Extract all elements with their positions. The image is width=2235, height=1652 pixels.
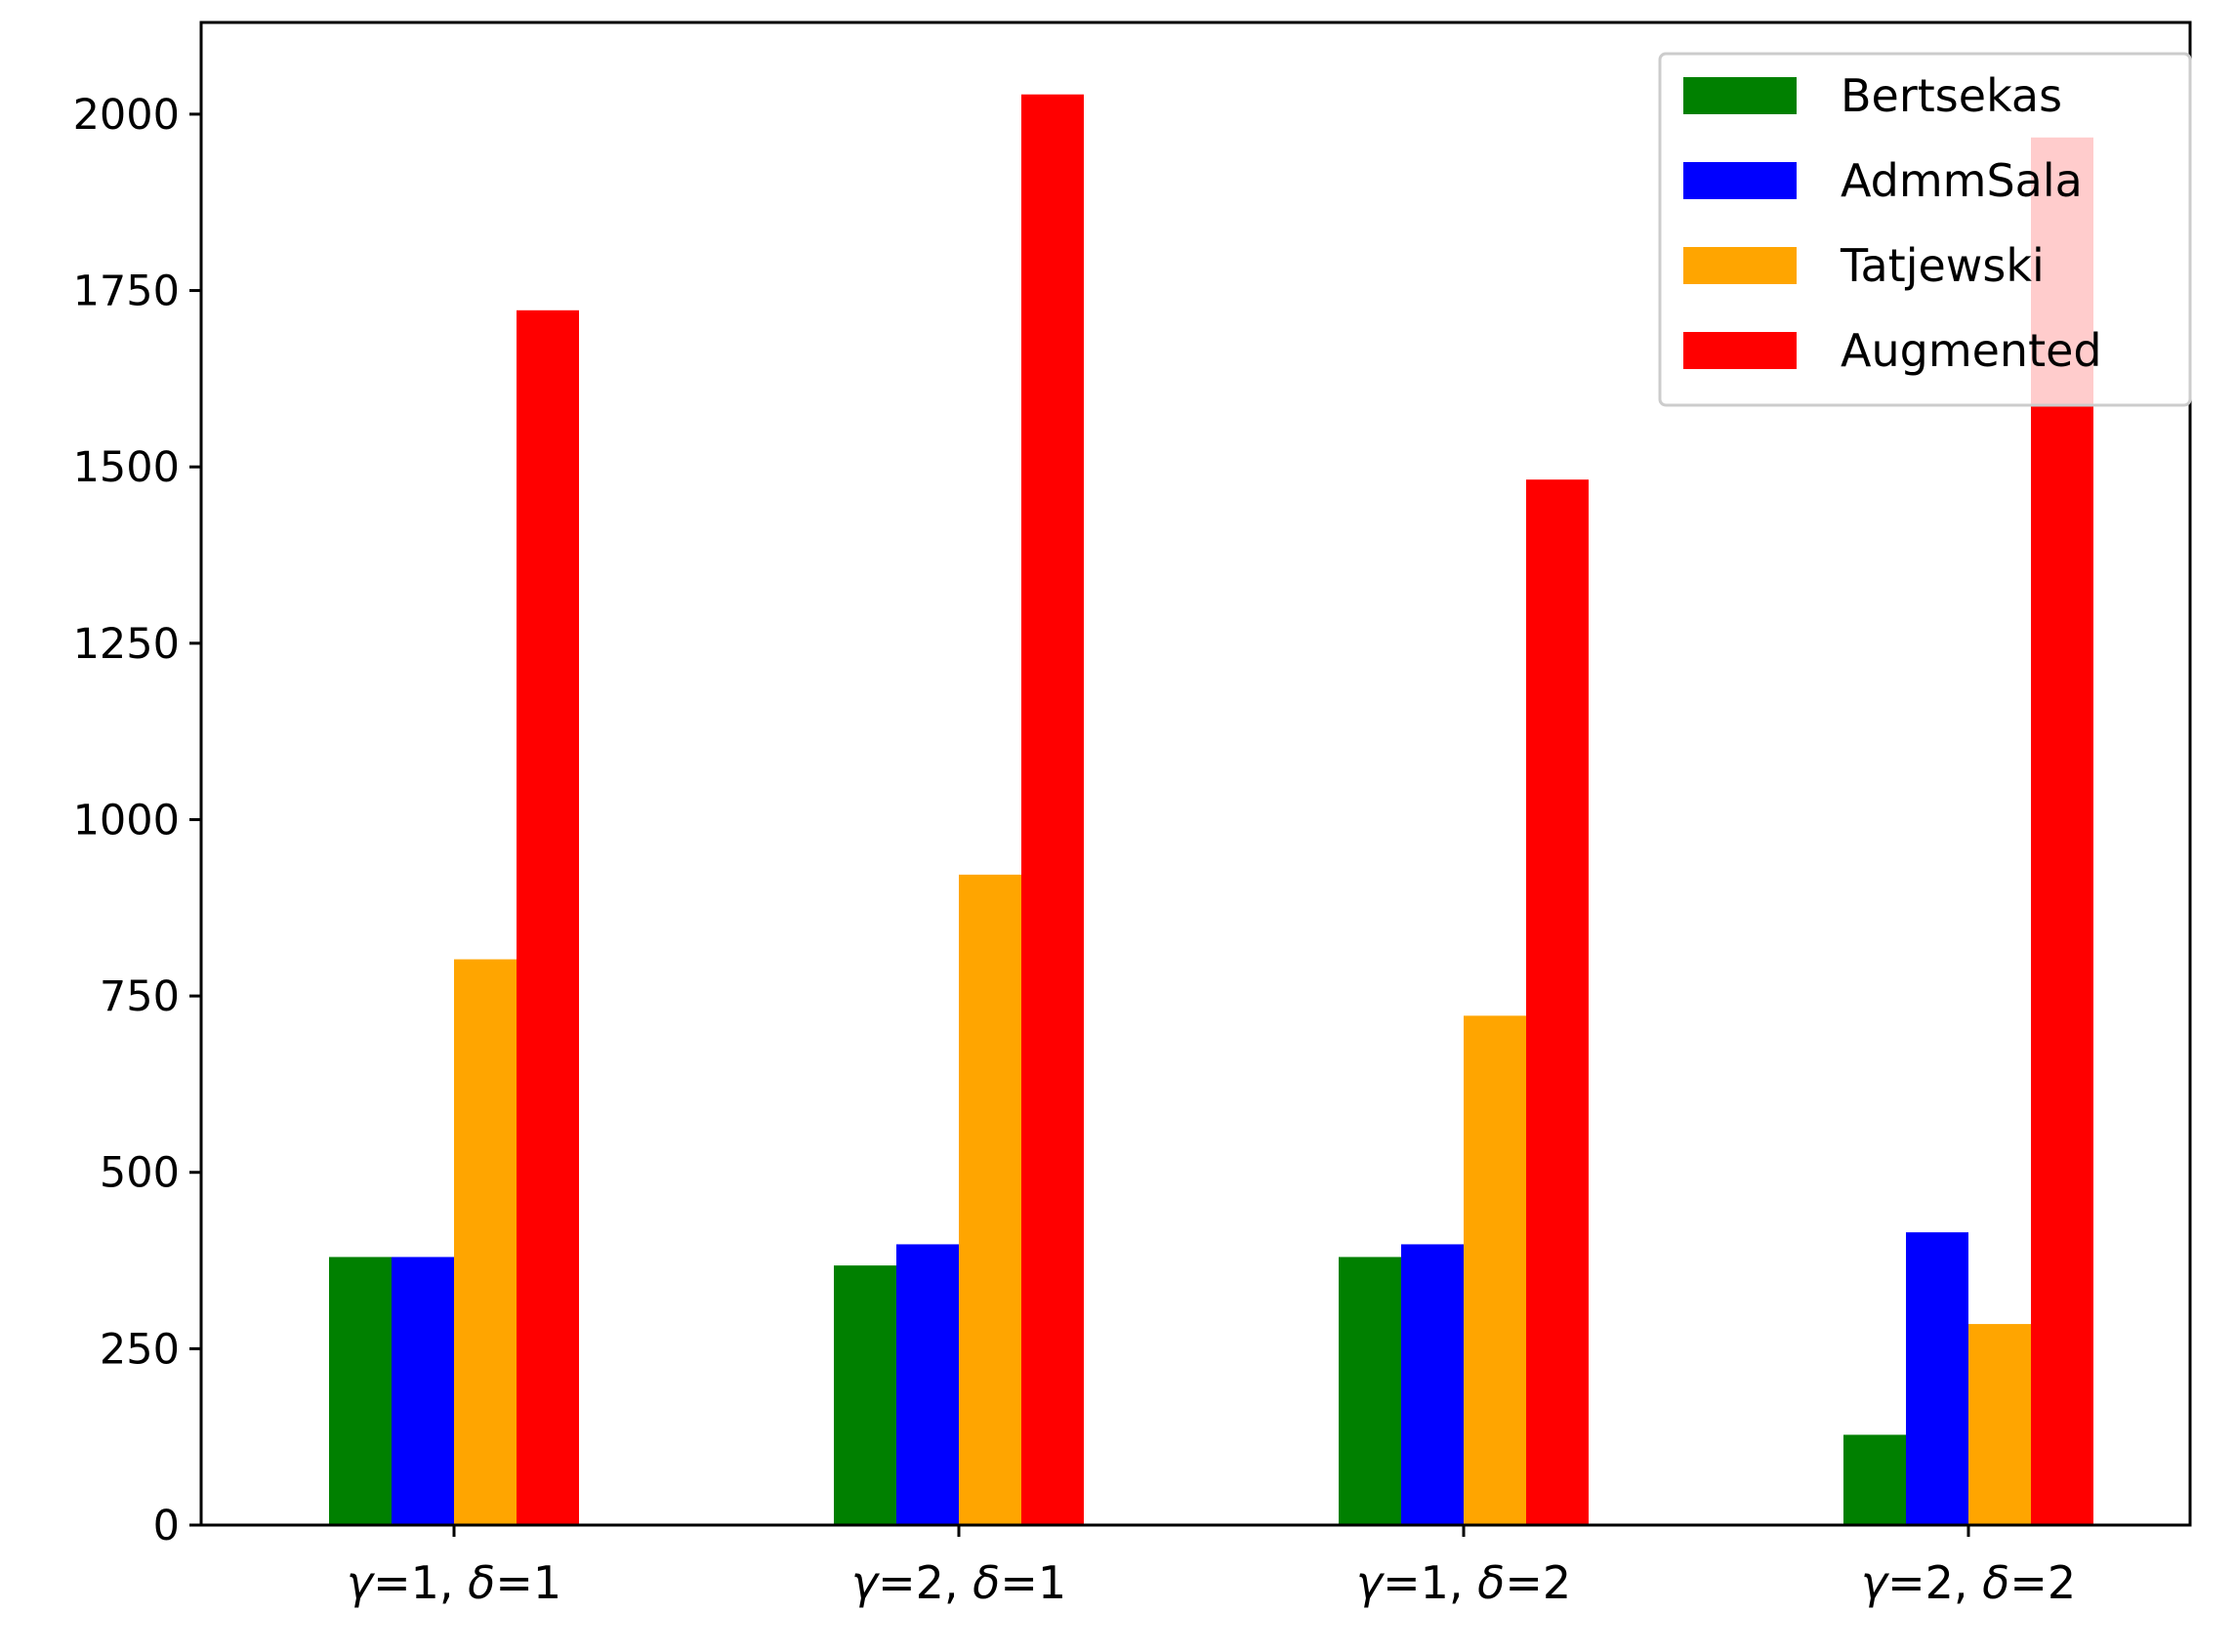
bar-augmented-3 (1526, 479, 1589, 1525)
bar-admmsala-4 (1906, 1232, 1968, 1525)
y-tick-label: 1500 (73, 443, 180, 492)
legend-swatch-augmented (1683, 332, 1797, 369)
bar-admmsala-2 (896, 1244, 959, 1525)
bar-bertsekas-4 (1843, 1434, 1906, 1525)
axes-layer: 0 250 500 750 1000 1250 1500 1750 2000 γ=1, δ=1 γ=… (73, 21, 2192, 1609)
y-tick-label: 1750 (73, 268, 180, 316)
bar-augmented-2 (1021, 94, 1084, 1525)
y-tick-label: 1250 (73, 620, 180, 669)
y-tick-label: 250 (100, 1325, 180, 1374)
legend-box (1658, 52, 2192, 407)
legend-label-admmsala: AdmmSala (1841, 154, 2083, 207)
bar-augmented-1 (517, 310, 579, 1525)
bar-admmsala-3 (1401, 1244, 1464, 1525)
bar-tatjewski-2 (959, 874, 1021, 1525)
legend-swatch-bertsekas (1683, 77, 1797, 114)
legend-label-tatjewski: Tatjewski (1840, 239, 2045, 292)
y-tick-label: 1000 (73, 796, 180, 845)
y-tick-label: 750 (100, 972, 180, 1021)
y-tick-label: 2000 (73, 91, 180, 140)
x-tick-label: γ=2, δ=2 (1861, 1556, 2076, 1609)
y-tick-label: 0 (153, 1502, 180, 1550)
bar-bertsekas-2 (834, 1265, 896, 1525)
bar-tatjewski-4 (1968, 1324, 2031, 1525)
bar-admmsala-1 (392, 1257, 454, 1525)
bar-tatjewski-3 (1464, 1015, 1526, 1525)
y-tick-label: 500 (100, 1149, 180, 1198)
bar-tatjewski-1 (454, 959, 517, 1525)
legend-swatch-admmsala (1683, 162, 1797, 199)
x-tick-label: γ=1, δ=2 (1356, 1556, 1571, 1609)
bars-layer (329, 94, 2093, 1526)
legend: Bertsekas AdmmSala Tatjewski Augmented (1658, 52, 2192, 407)
bar-bertsekas-3 (1339, 1257, 1401, 1525)
legend-label-bertsekas: Bertsekas (1841, 69, 2062, 122)
legend-swatch-tatjewski (1683, 247, 1797, 284)
bar-bertsekas-1 (329, 1257, 392, 1525)
axes-frame (199, 21, 2192, 1527)
x-tick-label: γ=2, δ=1 (851, 1556, 1066, 1609)
legend-label-augmented: Augmented (1841, 324, 2102, 377)
x-tick-label: γ=1, δ=1 (347, 1556, 561, 1609)
